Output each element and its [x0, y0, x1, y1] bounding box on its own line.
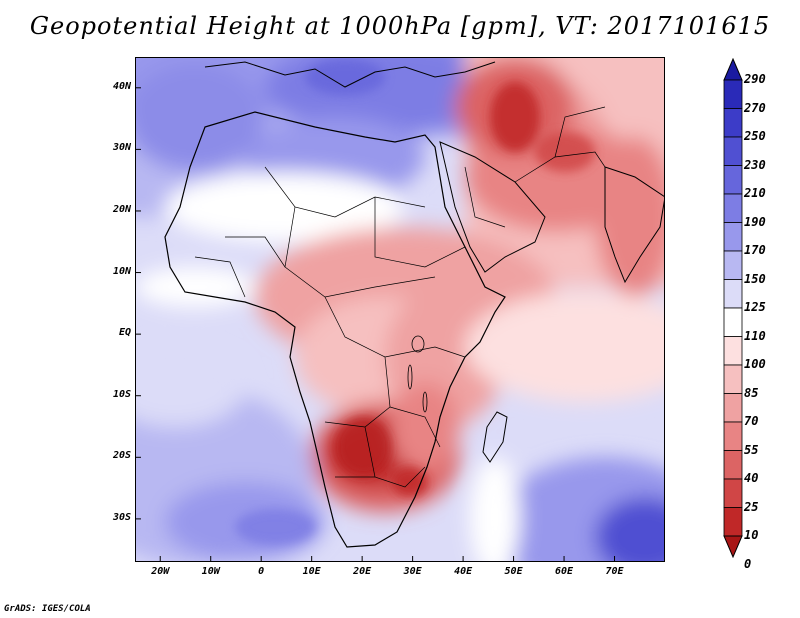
madagascar-outline	[482, 411, 508, 463]
colorbar-swatch	[723, 136, 743, 166]
colorbar	[723, 58, 743, 558]
colorbar-swatch	[723, 250, 743, 280]
colorbar-label: 210	[744, 186, 766, 200]
europe-coastline	[204, 61, 496, 88]
colorbar-label: 125	[744, 300, 766, 314]
lat-label: 40N	[112, 80, 131, 92]
colorbar-label: 250	[744, 129, 766, 143]
lon-label: 30E	[403, 566, 422, 577]
colorbar-top-arrow	[723, 58, 743, 81]
lat-label: 10S	[112, 388, 131, 400]
colorbar-label: 25	[744, 499, 759, 514]
lake-malawi-outline	[422, 391, 428, 413]
colorbar-bottom-arrow	[723, 535, 743, 558]
colorbar-label: 85	[744, 385, 759, 400]
india-coastline	[604, 166, 665, 284]
colorbar-swatch	[723, 279, 743, 309]
colorbar-label: 70	[744, 414, 759, 428]
africa-coastline	[164, 111, 506, 548]
field-detail	[235, 59, 595, 545]
country-borders	[194, 106, 606, 488]
lon-label: 60E	[555, 566, 574, 577]
lat-label: 30S	[112, 511, 131, 523]
lake-victoria-outline	[411, 335, 425, 353]
axis-ticks	[135, 87, 616, 562]
colorbar-swatch	[723, 421, 743, 451]
lake-tanganyika-outline	[407, 364, 413, 390]
colorbar-swatch	[723, 364, 743, 394]
lon-label: 10W	[201, 566, 220, 577]
lat-label: 20S	[112, 450, 131, 462]
lon-label: 70E	[605, 566, 624, 577]
lat-label: EQ	[118, 327, 131, 339]
lat-label: 20N	[112, 203, 131, 215]
colorbar-swatch	[723, 336, 743, 366]
map-canvas	[135, 57, 665, 562]
colorbar-label: 40	[744, 471, 759, 485]
colorbar-label: 170	[744, 243, 766, 257]
colorbar-label: 55	[744, 442, 759, 457]
lon-label: 50E	[504, 566, 523, 577]
geopotential-map	[135, 57, 665, 562]
colorbar-swatch	[723, 193, 743, 223]
map-frame	[135, 57, 665, 562]
colorbar-swatch	[723, 450, 743, 480]
colorbar-label: 190	[744, 214, 766, 229]
lon-label: 0	[258, 566, 265, 577]
colorbar-label: 0	[744, 556, 752, 571]
colorbar-label: 150	[744, 271, 766, 286]
lon-label: 10E	[302, 566, 321, 577]
lon-label: 20W	[151, 566, 170, 577]
colorbar-label: 290	[744, 72, 766, 86]
colorbar-swatch	[723, 165, 743, 195]
colorbar-swatch	[723, 79, 743, 109]
colorbar-swatch	[723, 307, 743, 337]
colorbar-swatch	[723, 507, 743, 537]
colorbar-swatch	[723, 393, 743, 423]
colorbar-label: 10	[744, 528, 759, 542]
colorbar-swatch	[723, 478, 743, 508]
colorbar-label: 100	[744, 357, 766, 371]
credit-label: GrADS: IGES/COLA	[4, 604, 91, 614]
colorbar-label: 230	[744, 157, 766, 172]
lon-label: 40E	[454, 566, 473, 577]
lon-label: 20E	[353, 566, 372, 577]
arabia-coastline	[439, 141, 546, 273]
colorbar-label: 110	[744, 328, 766, 343]
colorbar-swatch	[723, 222, 743, 252]
colorbar-swatch	[723, 108, 743, 138]
lat-label: 30N	[112, 142, 131, 154]
map-title: Geopotential Height at 1000hPa [gpm], VT…	[29, 12, 771, 40]
lat-label: 10N	[112, 265, 131, 277]
colorbar-label: 270	[744, 100, 766, 115]
